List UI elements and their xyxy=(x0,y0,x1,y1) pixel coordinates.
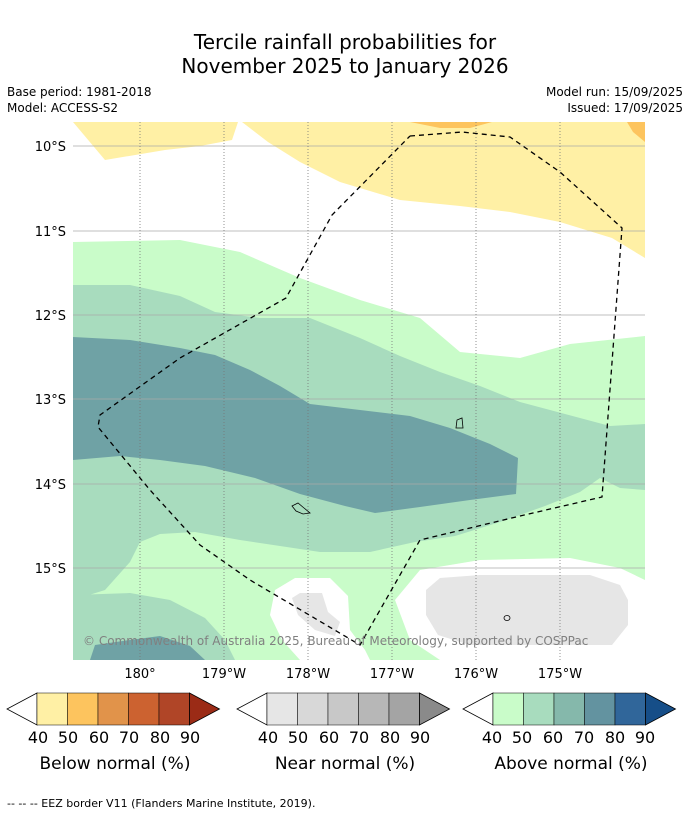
below-normal-40-region-east xyxy=(242,122,645,258)
lat-label-10s: 10°S xyxy=(35,140,66,155)
island-central xyxy=(291,502,311,515)
cb-near-label: 60 xyxy=(318,728,340,747)
colorbar-swatch xyxy=(158,692,190,726)
below-normal-50-region xyxy=(410,122,492,128)
cb-near-label: 50 xyxy=(287,728,309,747)
eez-border xyxy=(97,131,623,646)
colorbar-swatch xyxy=(358,692,390,726)
colorbar-high-extend xyxy=(189,692,221,726)
meta-left: Base period: 1981-2018 Model: ACCESS-S2 xyxy=(7,84,152,116)
colorbar-high-extend xyxy=(645,692,677,726)
cb-below-label: 90 xyxy=(179,728,201,747)
island-northwest xyxy=(455,417,464,429)
colorbar-swatch xyxy=(492,692,524,726)
cb-below-label: 60 xyxy=(88,728,110,747)
colorbar-low-extend xyxy=(6,692,38,726)
lat-label-14s: 14°S xyxy=(35,478,66,493)
lat-label-13s: 13°S xyxy=(35,393,66,408)
cb-above-label: 70 xyxy=(573,728,595,747)
colorbar-below-normal xyxy=(6,692,221,726)
colorbar-low-extend xyxy=(462,692,494,726)
below-normal-50-region-corner xyxy=(627,122,645,142)
lat-label-15s: 15°S xyxy=(35,562,66,577)
above-normal-60-region-south xyxy=(90,636,205,660)
map-title: Tercile rainfall probabilities for Novem… xyxy=(0,30,690,78)
colorbar-swatch xyxy=(67,692,99,726)
colorbar-swatch xyxy=(523,692,555,726)
cb-near-label: 40 xyxy=(257,728,279,747)
colorbar-above-normal xyxy=(462,692,677,726)
lon-label-175w: 175°W xyxy=(538,667,582,680)
cb-below-label: 50 xyxy=(57,728,79,747)
lon-label-180: 180° xyxy=(124,667,155,680)
cb-above-label: 40 xyxy=(481,728,503,747)
colorbar-near-normal xyxy=(236,692,451,726)
cb-above-label: 80 xyxy=(604,728,626,747)
latitude-gridlines xyxy=(73,145,645,569)
colorbar-title-near: Near normal (%) xyxy=(274,754,416,774)
island-southeast xyxy=(503,615,511,621)
colorbar-swatch xyxy=(614,692,646,726)
cb-below-label: 70 xyxy=(118,728,140,747)
cb-below-label: 40 xyxy=(27,728,49,747)
colorbar-swatch xyxy=(128,692,160,726)
lon-label-179w: 179°W xyxy=(202,667,246,680)
cb-near-label: 80 xyxy=(379,728,401,747)
cb-above-label: 50 xyxy=(511,728,533,747)
colorbar-swatch xyxy=(97,692,129,726)
map-area: © Commonwealth of Australia 2025, Bureau… xyxy=(73,122,645,660)
issued-date: Issued: 17/09/2025 xyxy=(567,101,683,115)
model-name: Model: ACCESS-S2 xyxy=(7,101,119,115)
cb-near-label: 70 xyxy=(348,728,370,747)
longitude-labels: 180° 179°W 178°W 177°W 176°W 175°W xyxy=(124,667,582,680)
copyright-notice: © Commonwealth of Australia 2025, Bureau… xyxy=(83,634,588,648)
latitude-labels: 10°S 11°S 12°S 13°S 14°S 15°S xyxy=(35,140,66,577)
colorbar-swatch xyxy=(388,692,420,726)
above-normal-60-region xyxy=(73,337,518,513)
near-normal-40-region xyxy=(426,575,628,645)
cb-below-label: 80 xyxy=(149,728,171,747)
title-line-2: November 2025 to January 2026 xyxy=(181,54,509,78)
colorbar-swatch xyxy=(553,692,585,726)
meta-right: Model run: 15/09/2025 Issued: 17/09/2025 xyxy=(546,84,683,116)
eez-footnote: -- -- -- EEZ border V11 (Flanders Marine… xyxy=(7,797,316,810)
colorbar-title-below: Below normal (%) xyxy=(39,754,191,774)
cb-above-label: 60 xyxy=(542,728,564,747)
lat-label-11s: 11°S xyxy=(35,225,66,240)
near-normal-40-region-west xyxy=(292,593,340,636)
colorbar-swatch xyxy=(297,692,329,726)
colorbar-high-extend xyxy=(419,692,451,726)
colorbar-swatch xyxy=(266,692,298,726)
base-period: Base period: 1981-2018 xyxy=(7,85,152,99)
colorbar-swatch xyxy=(584,692,616,726)
colorbar-low-extend xyxy=(236,692,268,726)
lon-label-177w: 177°W xyxy=(370,667,414,680)
lat-label-12s: 12°S xyxy=(35,309,66,324)
below-normal-40-region xyxy=(73,122,238,160)
cb-above-label: 90 xyxy=(634,728,656,747)
lon-label-178w: 178°W xyxy=(286,667,330,680)
title-line-1: Tercile rainfall probabilities for xyxy=(193,30,497,54)
model-run: Model run: 15/09/2025 xyxy=(545,85,683,99)
rainfall-probability-map: © Commonwealth of Australia 2025, Bureau… xyxy=(35,122,645,680)
colorbar-swatch xyxy=(327,692,359,726)
colorbar-title-above: Above normal (%) xyxy=(494,754,648,774)
cb-near-label: 90 xyxy=(409,728,431,747)
lon-label-176w: 176°W xyxy=(454,667,498,680)
colorbar-swatch xyxy=(36,692,68,726)
